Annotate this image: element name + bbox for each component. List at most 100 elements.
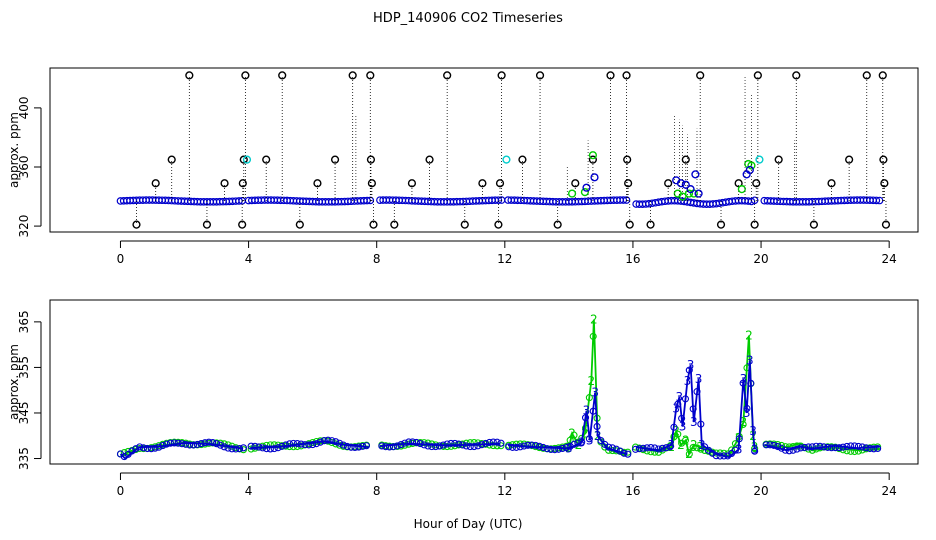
series-3-glyph: 3 [676,390,684,404]
data-point [242,155,252,164]
data-point [202,220,212,229]
series-3-glyph: 3 [746,354,754,368]
data-point [393,442,401,450]
data-point [651,444,659,452]
data-point [712,452,720,460]
data-point [197,440,205,448]
data-point [470,443,478,451]
series-3-glyph: 3 [740,372,748,386]
series-3-glyph: 3 [586,433,594,447]
series-3-glyph: 3 [735,442,743,456]
data-point [359,442,367,450]
series-3-glyph: 3 [594,429,602,443]
data-point [816,442,824,450]
data-point [793,445,801,453]
data-point [585,435,593,443]
y-tick-label: 365 [17,310,31,333]
data-point [494,220,503,229]
data-point [697,445,705,453]
series-3-glyph: 3 [690,415,698,429]
data-point [369,220,378,229]
series-2-glyph: 2 [677,438,685,452]
data-point [489,438,497,446]
x-tick-label: 8 [373,252,381,266]
data-point [224,441,232,449]
data-point [343,442,351,451]
data-point [232,445,240,453]
data-point [409,438,417,446]
data-point [689,405,697,413]
series-2-glyph: 2 [690,438,698,452]
data-point [497,442,505,450]
data-point [880,179,889,188]
data-point [382,443,390,451]
data-point [588,151,598,160]
data-point [462,442,470,450]
data-point [845,155,854,164]
data-point [589,407,597,415]
series-3-glyph: 3 [698,438,706,452]
data-point [743,404,751,413]
data-point [870,445,878,453]
data-point [735,435,743,443]
series-2-glyph: 2 [740,415,748,429]
data-point [497,71,506,80]
series-2-glyph: 2 [685,447,693,461]
data-point [312,440,321,448]
data-point [755,155,764,164]
data-point [216,441,224,449]
data-point [781,446,789,454]
data-point [820,443,828,451]
data-point [635,445,643,453]
data-point [502,155,511,164]
series-3-glyph: 3 [743,406,751,420]
data-point [163,440,171,448]
data-point [774,442,782,451]
data-point [827,444,836,452]
data-point [297,440,305,448]
data-point [332,438,340,446]
data-point [685,366,693,374]
data-point [543,445,551,453]
data-point [789,446,797,454]
data-point [747,379,755,387]
data-point [624,448,632,456]
data-point [166,439,174,447]
data-point [570,440,578,448]
data-point [132,445,140,453]
data-point [497,439,505,447]
x-tick-label: 12 [497,484,512,498]
series-3-glyph: 3 [684,374,692,388]
data-point [566,442,574,450]
data-point [606,71,615,80]
data-point [136,443,144,451]
data-point [508,443,517,451]
data-point [716,452,724,460]
series-2-line [120,319,880,457]
data-point [620,449,628,457]
data-point [593,422,601,431]
data-point [858,443,866,451]
data-point [493,438,501,446]
data-point [385,443,394,451]
data-point [293,439,301,448]
x-tick-label: 4 [245,252,253,266]
data-point [737,185,746,194]
series-2-glyph: 2 [745,329,753,343]
data-point [862,71,871,80]
data-point [378,442,386,450]
data-point [516,443,524,451]
data-point [474,442,482,450]
data-point [282,441,290,449]
data-point [658,444,666,452]
data-point [590,173,599,182]
data-point [505,443,513,451]
data-point [335,439,344,447]
data-point [178,440,186,448]
data-point [397,441,405,449]
data-point [262,445,271,453]
data-point [646,220,655,229]
data-point [439,441,447,449]
data-point [366,155,376,164]
